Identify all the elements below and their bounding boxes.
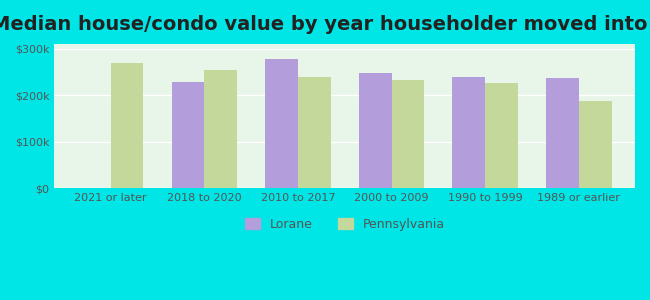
- Bar: [485, 83, 518, 188]
- Bar: [298, 76, 331, 188]
- Bar: [172, 82, 204, 188]
- Bar: [111, 64, 144, 188]
- Bar: [359, 73, 391, 188]
- Bar: [546, 78, 578, 188]
- Legend: Lorane, Pennsylvania: Lorane, Pennsylvania: [239, 212, 451, 237]
- Bar: [265, 59, 298, 188]
- Bar: [578, 101, 612, 188]
- Bar: [391, 80, 424, 188]
- Bar: [204, 70, 237, 188]
- Bar: [452, 77, 485, 188]
- Title: Median house/condo value by year householder moved into unit: Median house/condo value by year househo…: [0, 15, 650, 34]
